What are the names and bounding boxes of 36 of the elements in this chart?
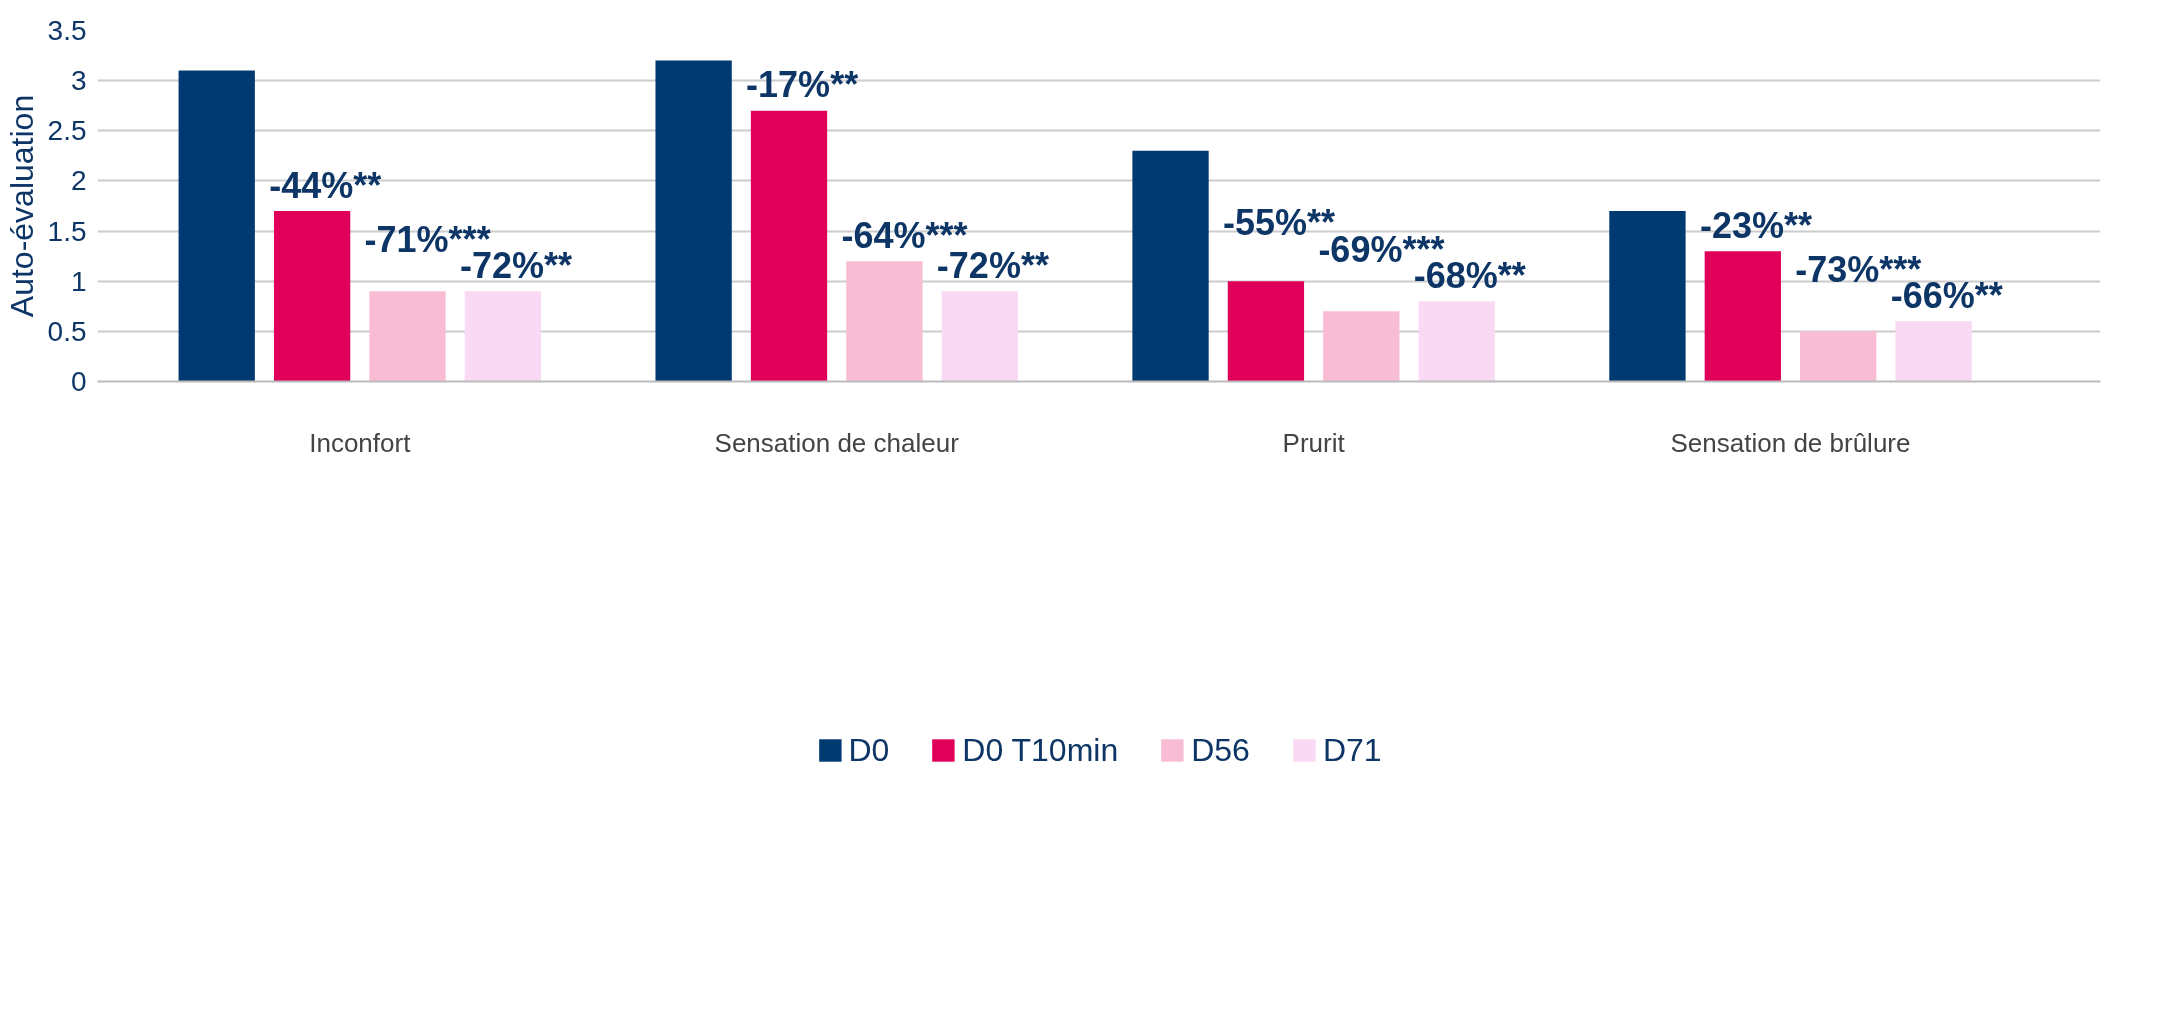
- bar: [846, 261, 923, 382]
- x-tick-label: Prurit: [1282, 427, 1346, 458]
- bar: [941, 291, 1018, 382]
- legend-label: D56: [1191, 731, 1250, 769]
- legend-label: D0: [848, 731, 890, 769]
- bar: [1895, 321, 1972, 382]
- annotation: -23%**: [1699, 204, 1812, 246]
- y-axis-title: Auto-évaluation: [3, 94, 40, 318]
- y-tick-label: 3.5: [47, 15, 87, 46]
- bar: [750, 110, 828, 382]
- legend-label: D0 T10min: [962, 731, 1119, 769]
- y-tick-label: 1.5: [47, 215, 87, 247]
- x-tick-label: Inconfort: [309, 427, 412, 458]
- bar: [655, 60, 732, 382]
- x-tick-label: Sensation de chaleur: [714, 427, 960, 458]
- y-tick-label: 2.5: [47, 115, 87, 147]
- y-tick-label: 0.5: [47, 315, 87, 347]
- bar: [273, 211, 351, 382]
- bar: [1704, 251, 1781, 382]
- bar: [1800, 331, 1877, 382]
- bar: [464, 291, 542, 382]
- y-tick-label: 0: [70, 366, 87, 397]
- bar: [1323, 311, 1400, 382]
- y-tick-label: 2: [70, 165, 87, 197]
- bar: [1418, 301, 1495, 382]
- bar: [178, 70, 255, 382]
- bar: [1609, 211, 1686, 382]
- bar: [1227, 281, 1305, 382]
- bar: [1132, 150, 1209, 382]
- y-tick-label: 1: [70, 265, 87, 297]
- annotation: -17%**: [746, 64, 859, 106]
- annotation: -44%**: [269, 164, 382, 206]
- bar: [369, 291, 446, 382]
- x-tick-label: Sensation de brûlure: [1670, 427, 1911, 458]
- y-tick-label: 3: [70, 65, 87, 97]
- legend-label: D71: [1322, 731, 1382, 769]
